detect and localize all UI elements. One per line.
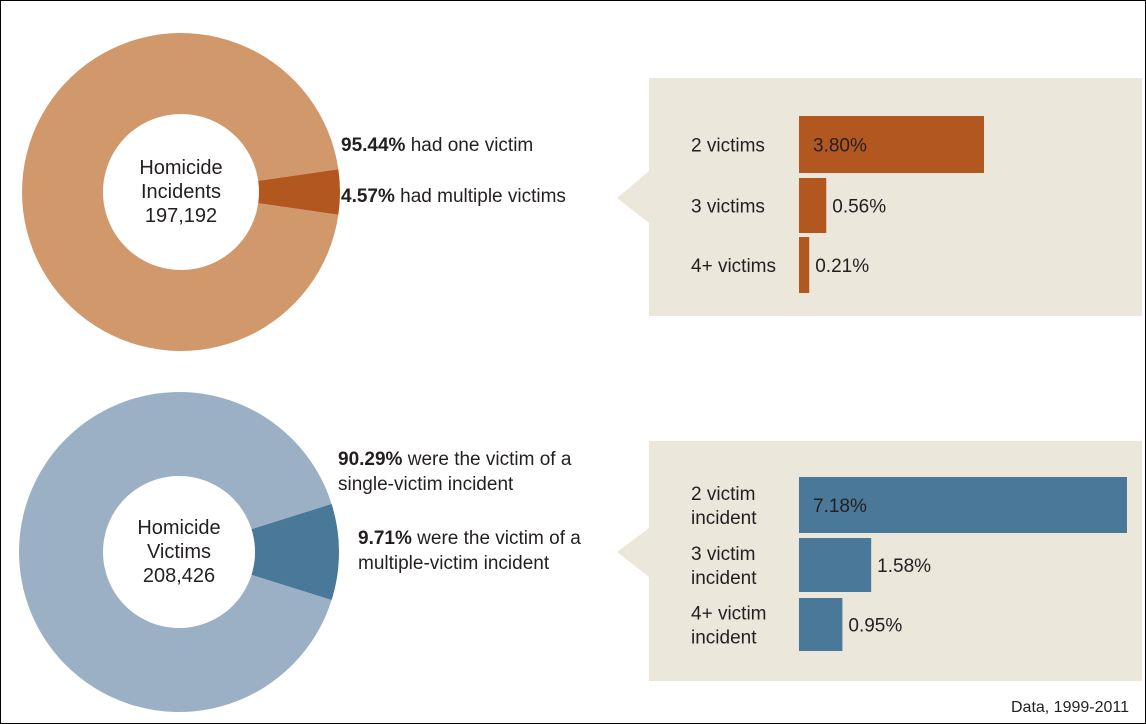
slice-label: were the victim of a <box>412 528 581 549</box>
slice-label: multiple-victim incident <box>358 553 550 574</box>
bar-value-label: 1.58% <box>877 556 931 577</box>
donut-slice-main <box>19 392 332 712</box>
slice-label: had multiple victims <box>395 186 566 207</box>
bar-category-label: incident <box>691 508 757 529</box>
donut-slice-highlight <box>258 169 340 215</box>
bar <box>799 538 872 592</box>
bar-category-label: 3 victim <box>691 544 755 565</box>
callout-pointer <box>617 528 649 577</box>
donut-center-value: 197,192 <box>145 205 217 227</box>
donut-slice-highlight <box>251 503 340 601</box>
bar-value-label: 0.21% <box>815 256 869 277</box>
bar-value-label: 0.95% <box>848 616 902 637</box>
slice-annotation: 90.29% were the victim of a <box>338 449 572 470</box>
slice-percent: 4.57% <box>341 186 395 207</box>
bar-category-label: 2 victims <box>691 136 765 157</box>
bar-category-label: 2 victim <box>691 484 755 505</box>
bar-value-label: 3.80% <box>813 136 867 157</box>
bar-category-label: 4+ victim <box>691 604 767 625</box>
donut-center-label: Victims <box>147 541 211 563</box>
data-footnote: Data, 1999-2011 <box>1010 699 1129 716</box>
donut-slice-main <box>22 32 339 351</box>
bar-category-label: 4+ victims <box>691 256 776 277</box>
donut-center-value: 208,426 <box>143 565 215 587</box>
donut-center-label: Incidents <box>141 181 221 203</box>
bar <box>799 598 843 651</box>
bar-category-label: incident <box>691 628 757 649</box>
bar <box>799 477 1127 533</box>
slice-annotation: 9.71% were the victim of a <box>358 528 581 549</box>
slice-label: were the victim of a <box>402 449 571 470</box>
bar <box>799 116 984 173</box>
slice-annotation: 95.44% had one victim <box>341 135 533 156</box>
bar <box>799 178 827 233</box>
slice-annotation: 4.57% had multiple victims <box>341 186 566 207</box>
slice-label: single-victim incident <box>338 474 514 495</box>
donut-center-label: Homicide <box>137 517 220 539</box>
slice-percent: 9.71% <box>358 528 412 549</box>
bar-category-label: incident <box>691 568 757 589</box>
bar <box>799 237 810 293</box>
slice-percent: 95.44% <box>341 135 406 156</box>
callout-pointer <box>617 171 649 223</box>
donut-center-label: Homicide <box>139 157 222 179</box>
slice-percent: 90.29% <box>338 449 403 470</box>
bar-value-label: 0.56% <box>832 197 886 218</box>
slice-label: had one victim <box>405 135 533 156</box>
bar-category-label: 3 victims <box>691 197 765 218</box>
bar-value-label: 7.18% <box>813 496 867 517</box>
